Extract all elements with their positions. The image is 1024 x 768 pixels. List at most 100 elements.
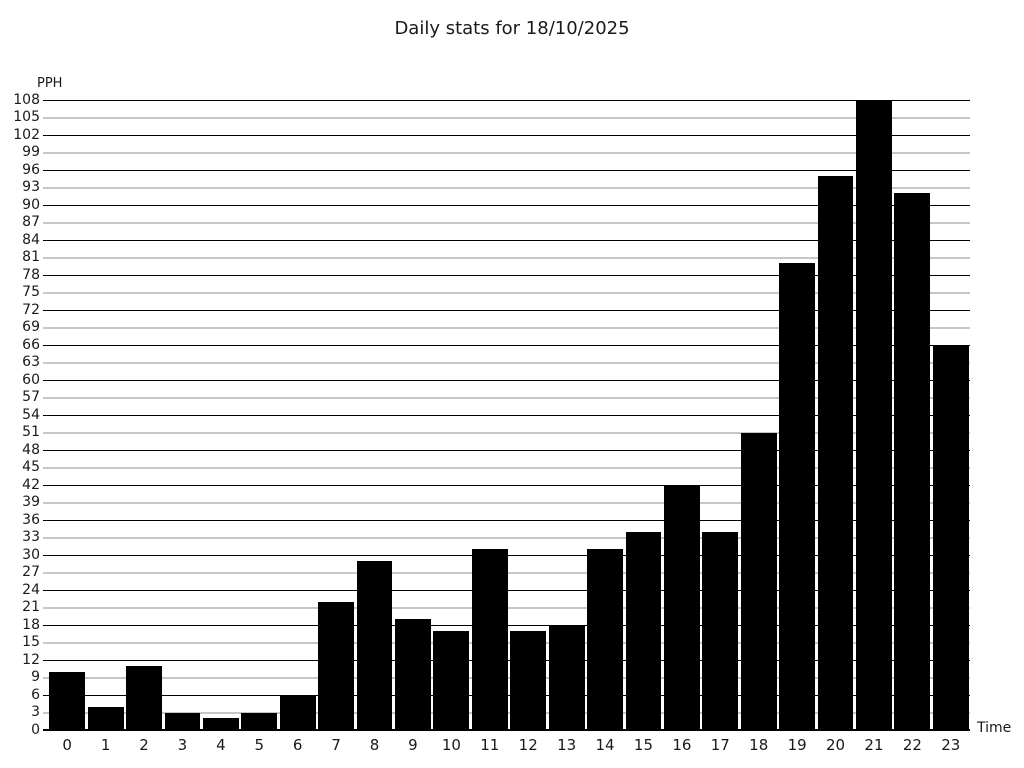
x-tick-label: 1 [100, 736, 111, 754]
y-axis-label: PPH [37, 76, 63, 91]
bar-hour-5 [241, 712, 278, 730]
y-tick-label: 87 [22, 214, 40, 230]
bar-hour-19 [779, 263, 816, 730]
gridline [43, 151, 970, 154]
x-tick-label: 17 [710, 736, 730, 754]
x-axis-line [43, 729, 970, 731]
x-tick-label: 0 [62, 736, 72, 754]
gridline [43, 169, 970, 171]
y-tick-label: 51 [22, 424, 40, 440]
y-tick-label: 93 [22, 179, 40, 195]
x-tick-label: 7 [331, 736, 341, 754]
y-tick-label: 48 [22, 441, 40, 458]
x-axis-label: Time [977, 720, 1012, 736]
y-tick-label: 18 [22, 616, 40, 633]
x-tick-label: 16 [672, 736, 692, 754]
gridline [43, 414, 970, 416]
gridline [43, 396, 970, 399]
y-tick-label: 30 [22, 546, 40, 563]
y-tick-label: 0 [31, 721, 40, 738]
y-tick-label: 78 [22, 266, 40, 283]
x-tick-label: 8 [369, 736, 380, 754]
bar-hour-17 [702, 531, 739, 730]
y-tick-label: 90 [22, 196, 40, 213]
gridline [43, 449, 970, 451]
y-tick-label: 33 [22, 529, 40, 545]
bar-hour-12 [510, 630, 547, 730]
gridline [43, 239, 970, 241]
y-tick-label: 69 [22, 319, 40, 335]
y-tick-label: 63 [22, 354, 40, 370]
y-tick-label: 36 [22, 511, 40, 528]
bar-hour-20 [817, 175, 854, 730]
y-tick-label: 12 [22, 651, 40, 668]
x-tick-label: 22 [902, 736, 922, 754]
gridline [43, 99, 970, 101]
y-tick-label: 72 [22, 301, 40, 318]
y-tick-label: 96 [22, 161, 40, 178]
x-tick-label: 14 [595, 736, 615, 754]
bar-hour-11 [471, 549, 508, 730]
y-tick-label: 84 [22, 231, 40, 248]
bar-hour-22 [894, 193, 931, 730]
bar-hour-18 [740, 432, 777, 730]
gridline [43, 326, 970, 329]
y-tick-label: 3 [31, 704, 40, 720]
bar-hour-21 [856, 100, 892, 730]
y-tick-label: 15 [22, 634, 40, 650]
y-tick-label: 45 [22, 459, 40, 475]
gridline [43, 431, 970, 434]
bar-hour-7 [318, 601, 355, 730]
gridline [43, 134, 970, 136]
x-tick-label: 2 [139, 736, 149, 754]
y-tick-label: 57 [22, 389, 40, 405]
y-tick-label: 27 [22, 564, 40, 580]
plot-area [43, 99, 970, 731]
x-tick-label: 9 [408, 736, 418, 754]
gridline [43, 361, 970, 364]
gridline [43, 274, 970, 276]
y-tick-label: 99 [22, 144, 40, 160]
bar-hour-2 [126, 665, 162, 730]
x-tick-label: 5 [254, 736, 265, 754]
x-tick-label: 6 [292, 736, 303, 754]
x-tick-label: 18 [749, 736, 769, 754]
y-tick-label: 108 [13, 91, 40, 108]
y-tick-label: 6 [31, 686, 40, 703]
gridline [43, 344, 970, 346]
y-tick-label: 60 [22, 371, 40, 388]
bar-hour-8 [356, 560, 393, 730]
x-tick-label: 11 [480, 736, 500, 754]
bar-hour-13 [548, 625, 585, 730]
gridline [43, 309, 970, 311]
x-tick-label: 4 [216, 736, 226, 754]
gridline [43, 186, 970, 189]
gridline [43, 256, 970, 259]
y-tick-label: 24 [22, 581, 40, 598]
y-tick-label: 9 [31, 669, 40, 685]
bar-hour-0 [49, 671, 86, 730]
gridline [43, 204, 970, 206]
gridline [43, 484, 970, 486]
y-tick-label: 39 [22, 494, 40, 510]
y-tick-label: 81 [22, 249, 40, 265]
bar-hour-6 [279, 695, 316, 730]
y-tick-label: 42 [22, 476, 40, 493]
bar-hour-16 [663, 485, 700, 730]
y-tick-label: 75 [22, 284, 40, 300]
y-tick-label: 54 [22, 406, 40, 423]
bar-hour-4 [202, 718, 239, 730]
y-tick-label: 21 [22, 599, 40, 615]
gridline [43, 291, 970, 294]
gridline [43, 379, 970, 381]
x-tick-label: 12 [518, 736, 538, 754]
x-tick-label: 19 [787, 736, 807, 754]
y-tick-label: 102 [13, 126, 40, 143]
gridline [43, 536, 970, 539]
x-tick-label: 10 [441, 736, 461, 754]
chart-title: Daily stats for 18/10/2025 [394, 18, 630, 39]
x-tick-label: 13 [557, 736, 577, 754]
bar-hour-15 [625, 531, 662, 730]
x-tick-label: 3 [177, 736, 188, 754]
